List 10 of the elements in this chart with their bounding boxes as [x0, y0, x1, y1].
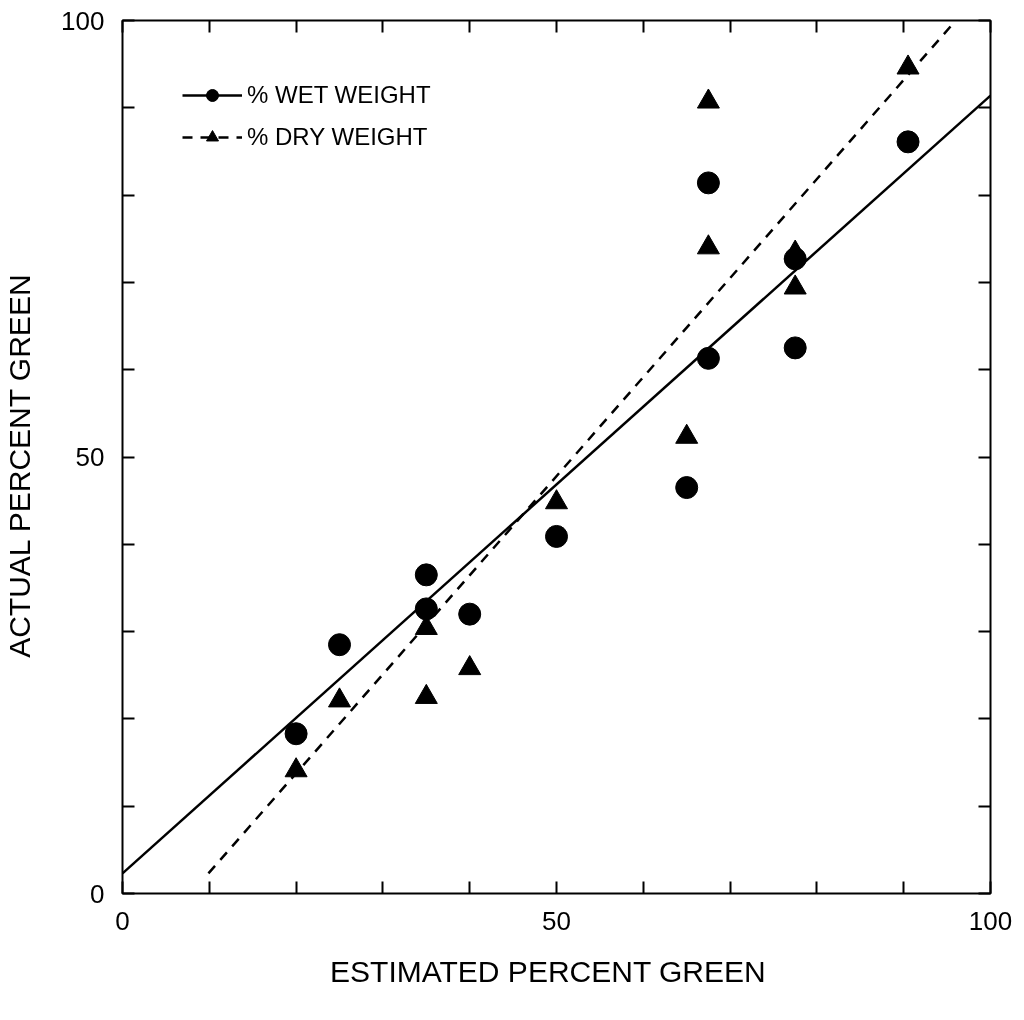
x-tick-label: 100 — [968, 905, 1013, 936]
x-tick-label: 50 — [542, 905, 571, 936]
legend-label: % WET WEIGHT — [247, 81, 431, 109]
legend-label: % DRY WEIGHT — [247, 123, 428, 151]
y-axis-title: ACTUAL PERCENT GREEN — [3, 274, 37, 658]
y-tick-label: 0 — [90, 878, 105, 909]
x-tick-label: 0 — [115, 905, 130, 936]
x-axis-title: ESTIMATED PERCENT GREEN — [330, 954, 766, 988]
y-tick-label: 100 — [61, 5, 105, 36]
y-tick-label: 50 — [75, 442, 105, 472]
